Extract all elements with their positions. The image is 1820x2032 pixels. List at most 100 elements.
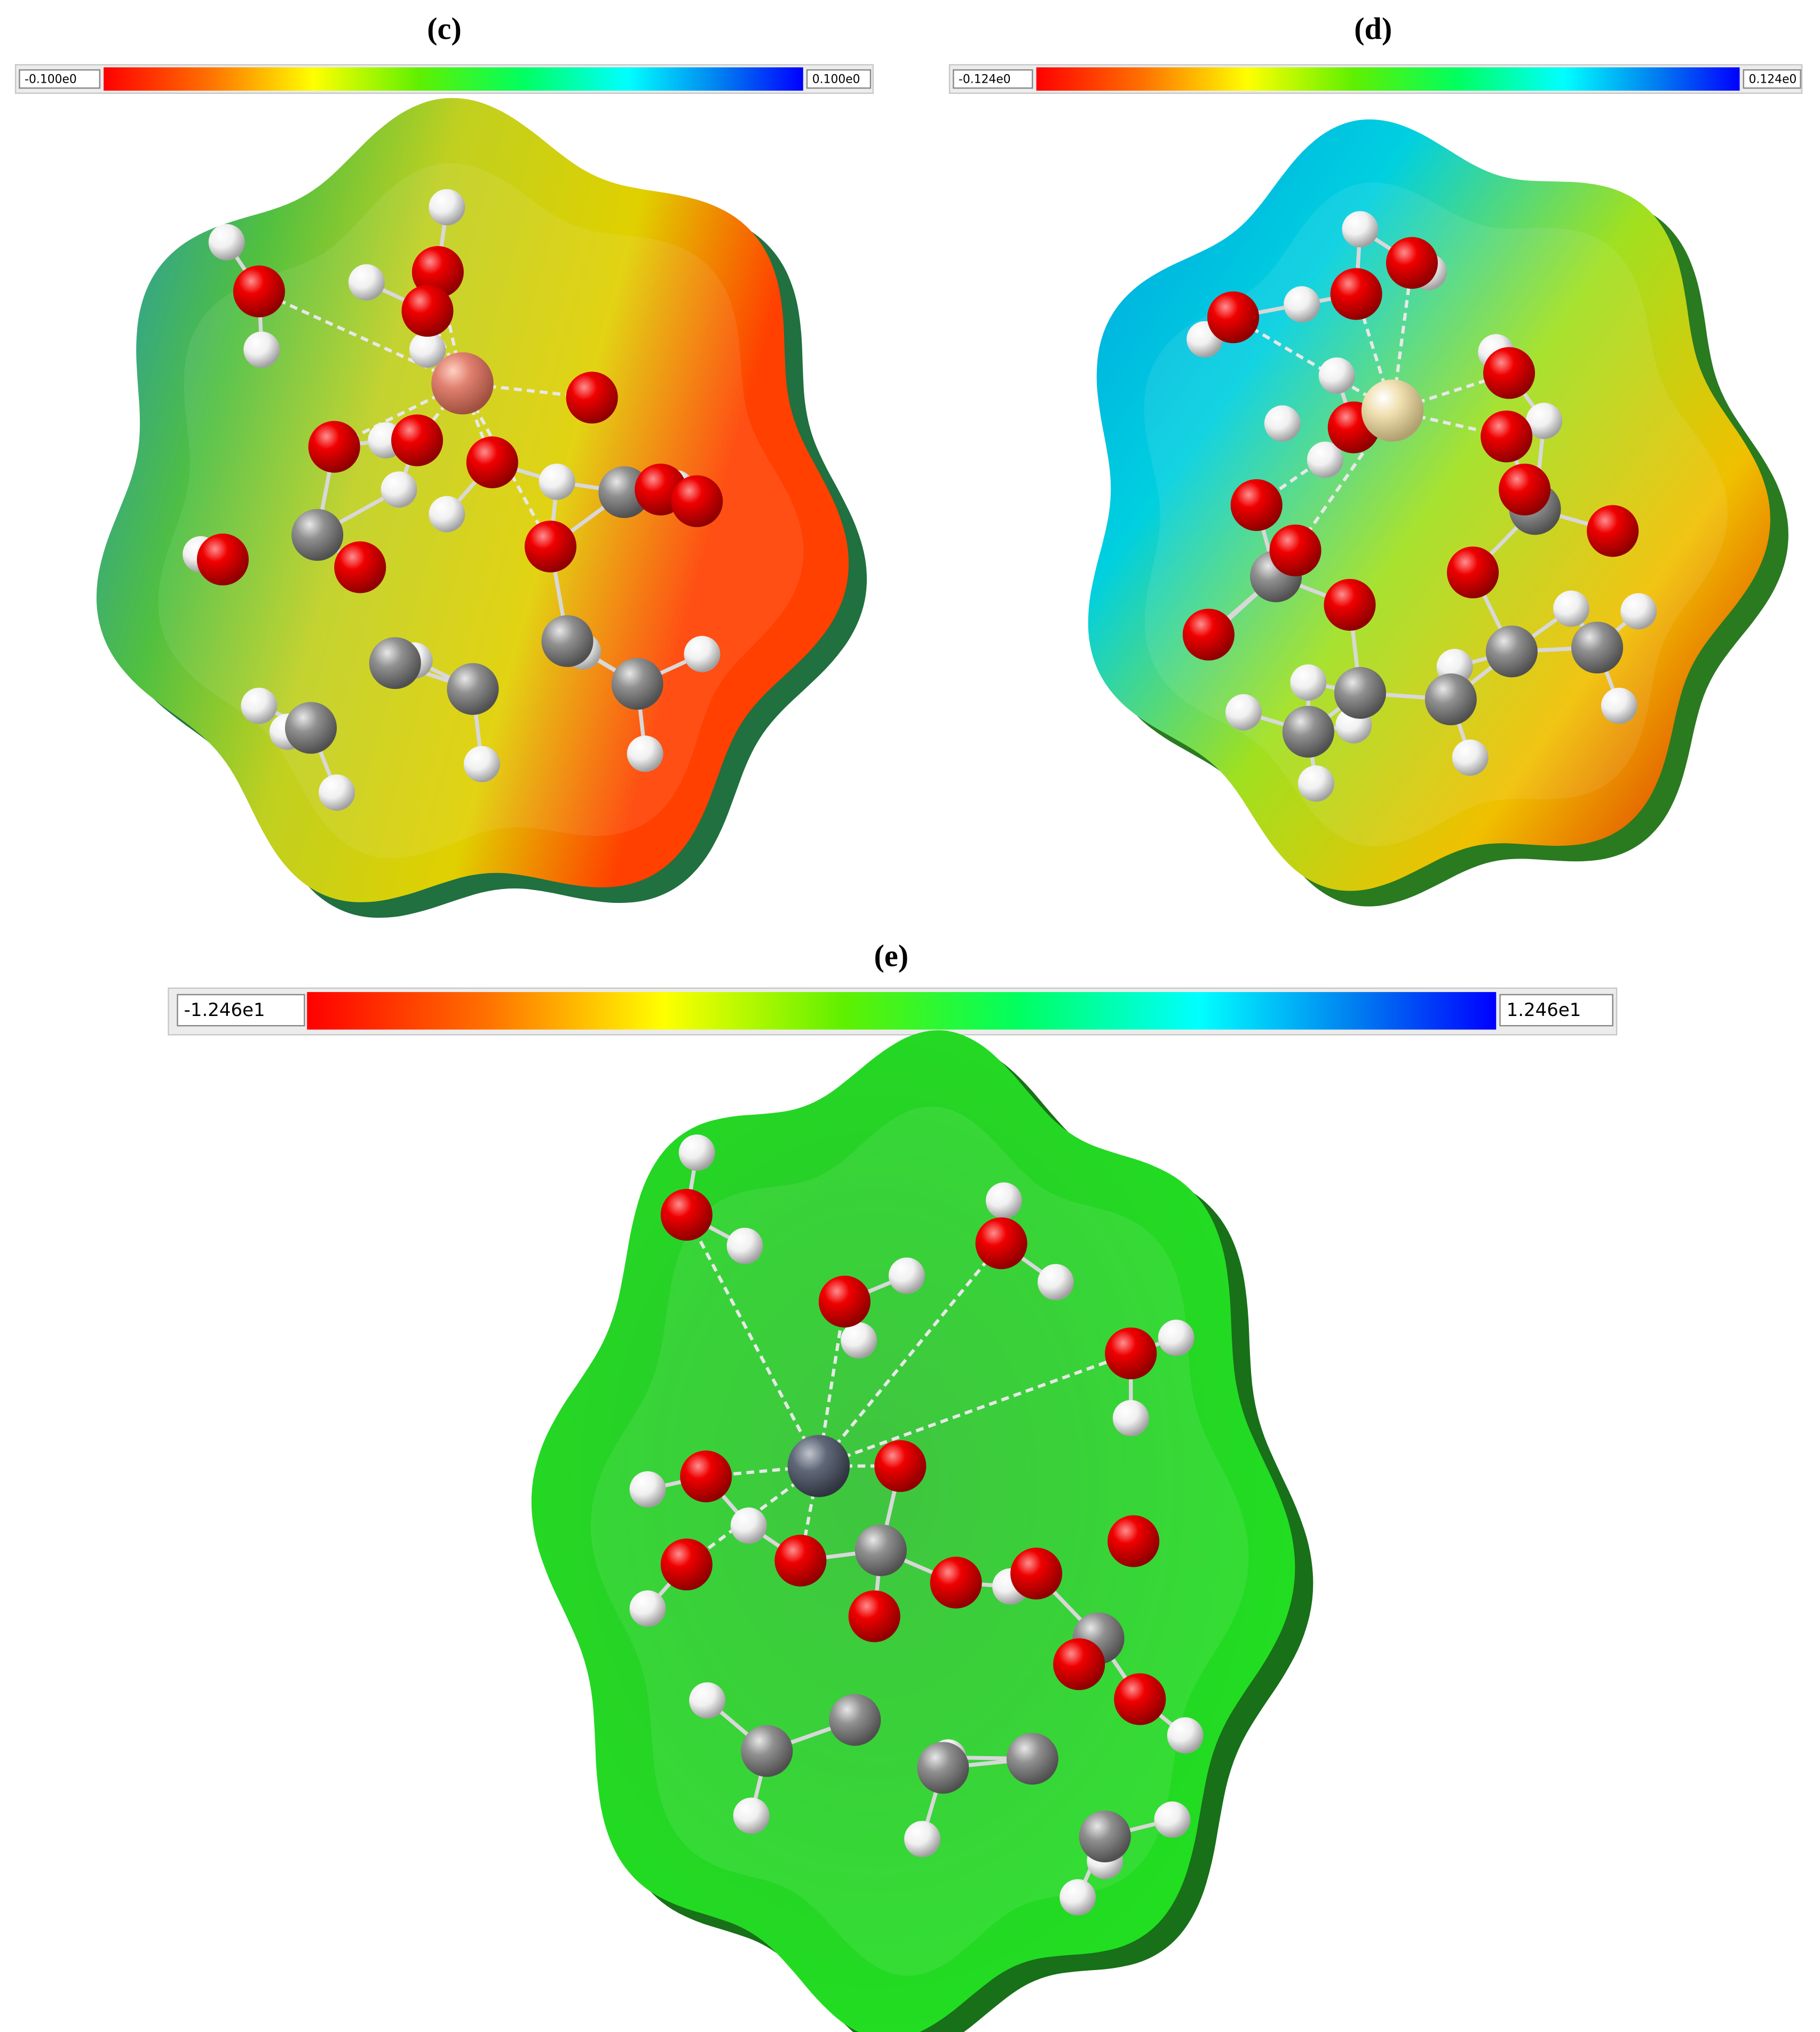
carbon-atom bbox=[917, 1742, 969, 1794]
hydrogen-atom bbox=[429, 189, 465, 226]
hydrogen-atom bbox=[841, 1322, 877, 1359]
oxygen-atom bbox=[818, 1275, 871, 1328]
hydrogen-atom bbox=[730, 1507, 767, 1544]
scale-box bbox=[19, 69, 101, 89]
oxygen-atom bbox=[391, 414, 444, 466]
hydrogen-atom bbox=[1297, 765, 1334, 802]
oxygen-atom bbox=[848, 1590, 900, 1642]
oxygen-atom bbox=[975, 1217, 1027, 1269]
carbon-atom bbox=[284, 702, 337, 754]
hydrogen-atom bbox=[904, 1821, 941, 1858]
scale-box bbox=[1499, 994, 1613, 1027]
hydrogen-atom bbox=[243, 331, 280, 368]
hydrogen-atom bbox=[348, 264, 385, 301]
panel-label: (d) bbox=[1354, 11, 1392, 46]
hydrogen-atom bbox=[1167, 1717, 1204, 1754]
color-bar: -0.100e0 0.100e0 bbox=[14, 64, 874, 94]
scale-min: -0.124e0 bbox=[959, 73, 1011, 86]
oxygen-atom bbox=[401, 284, 454, 337]
hydrogen-atom bbox=[1318, 357, 1355, 394]
carbon-atom bbox=[1006, 1733, 1058, 1785]
oxygen-atom bbox=[1269, 524, 1322, 577]
hydrogen-atom bbox=[1342, 211, 1379, 248]
oxygen-atom bbox=[660, 1538, 713, 1591]
scale-min: -0.100e0 bbox=[25, 73, 77, 86]
hydrogen-atom bbox=[1526, 402, 1563, 439]
oxygen-atom bbox=[1330, 268, 1382, 320]
carbon-atom bbox=[1571, 621, 1624, 674]
oxygen-atom bbox=[466, 436, 518, 488]
hydrogen-atom bbox=[689, 1682, 726, 1719]
oxygen-atom bbox=[1010, 1547, 1063, 1600]
hydrogen-atom bbox=[463, 745, 500, 782]
hydrogen-atom bbox=[1112, 1400, 1149, 1436]
hydrogen-atom bbox=[1264, 405, 1301, 442]
hydrogen-atom bbox=[1284, 286, 1320, 323]
scale-min: -1.246e1 bbox=[184, 999, 265, 1021]
hydrogen-atom bbox=[1225, 694, 1262, 731]
color-gradient bbox=[307, 992, 1497, 1030]
oxygen-atom bbox=[1447, 546, 1499, 599]
hydrogen-atom bbox=[726, 1227, 763, 1264]
oxygen-atom bbox=[308, 420, 360, 473]
oxygen-atom bbox=[1105, 1327, 1157, 1379]
oxygen-atom bbox=[1114, 1673, 1166, 1725]
potential-surface bbox=[96, 98, 849, 902]
hydrogen-atom bbox=[684, 636, 721, 672]
oxygen-atom bbox=[680, 1450, 732, 1503]
oxygen-atom bbox=[774, 1535, 827, 1587]
hydrogen-atom bbox=[1154, 1801, 1191, 1838]
carbon-atom bbox=[1485, 625, 1538, 678]
molecule bbox=[1088, 119, 1789, 907]
hydrogen-atom bbox=[1452, 739, 1489, 776]
oxygen-atom bbox=[334, 541, 386, 593]
scale-max: 0.124e0 bbox=[1748, 73, 1797, 86]
oxygen-atom bbox=[660, 1189, 713, 1241]
oxygen-atom bbox=[1483, 347, 1536, 399]
carbon-atom bbox=[829, 1694, 881, 1746]
hydrogen-atom bbox=[1553, 590, 1589, 627]
color-gradient bbox=[104, 67, 803, 91]
oxygen-atom bbox=[1481, 410, 1533, 463]
scale-box bbox=[953, 69, 1033, 89]
carbon-atom bbox=[1282, 705, 1334, 758]
surface-inner bbox=[1144, 182, 1728, 847]
hydrogen-atom bbox=[1307, 441, 1343, 478]
carbon-atom bbox=[611, 657, 663, 710]
oxygen-atom bbox=[412, 246, 464, 298]
oxygen-atom bbox=[874, 1440, 927, 1492]
carbon-atom bbox=[854, 1524, 907, 1576]
hydrogen-atom bbox=[1059, 1879, 1096, 1916]
carbon-atom bbox=[1334, 666, 1386, 719]
hydrogen-atom bbox=[985, 1182, 1022, 1219]
molecule-renderings bbox=[96, 98, 1789, 2032]
oxygen-atom bbox=[1386, 237, 1438, 289]
scale-box bbox=[806, 69, 872, 89]
carbon-atom bbox=[1425, 673, 1477, 726]
coordination-bond bbox=[685, 1214, 820, 1467]
hydrogen-atom bbox=[208, 224, 245, 260]
hydrogen-atom bbox=[629, 1590, 666, 1627]
oxygen-atom bbox=[233, 265, 285, 318]
hydrogen-atom bbox=[539, 463, 575, 500]
oxygen-atom bbox=[1499, 463, 1551, 515]
metal-atom bbox=[1361, 379, 1424, 442]
hydrogen-atom bbox=[678, 1134, 715, 1171]
oxygen-atom bbox=[524, 520, 577, 573]
coordination-bond bbox=[818, 1352, 1131, 1468]
panel-label: (c) bbox=[427, 11, 462, 46]
oxygen-atom bbox=[1230, 479, 1283, 531]
hydrogen-atom bbox=[1290, 664, 1327, 701]
scale-max: 1.246e1 bbox=[1507, 999, 1581, 1021]
oxygen-atom bbox=[1107, 1515, 1160, 1567]
carbon-atom bbox=[447, 663, 499, 715]
color-bar: -0.124e0 0.124e0 bbox=[948, 64, 1803, 94]
hydrogen-atom bbox=[1038, 1264, 1074, 1300]
hydrogen-atom bbox=[409, 331, 446, 368]
oxygen-atom bbox=[1324, 578, 1376, 631]
coordination-bond bbox=[817, 1242, 1003, 1467]
oxygen-atom bbox=[1182, 608, 1235, 661]
molecule bbox=[531, 1030, 1313, 2032]
